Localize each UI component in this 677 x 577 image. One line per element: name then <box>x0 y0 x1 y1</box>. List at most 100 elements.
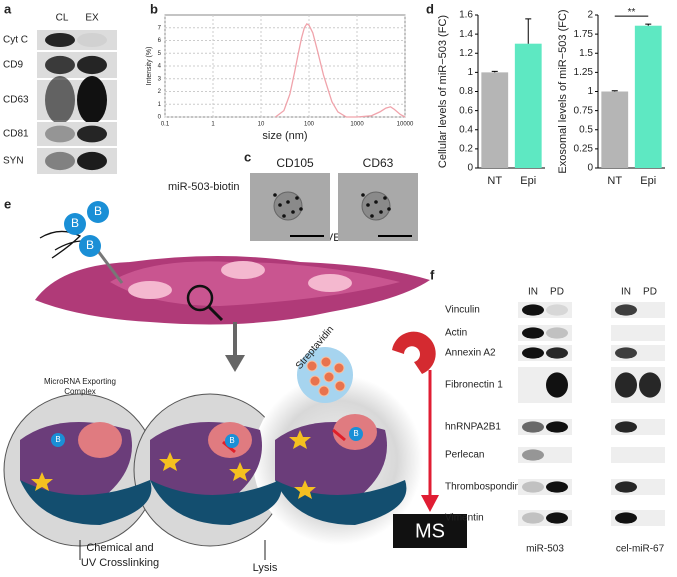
biotin <box>87 201 109 223</box>
x-tick-label: 10 <box>258 122 265 128</box>
panel-label: a <box>4 1 12 16</box>
biotin-label: B <box>353 429 358 438</box>
crosslinking-label: UV Crosslinking <box>81 557 159 569</box>
blot-band <box>615 512 637 524</box>
gold-particle <box>361 193 365 197</box>
blot-band <box>615 347 637 359</box>
error-bar <box>611 90 618 92</box>
y-tick-label: 7 <box>158 25 162 31</box>
blot-strip <box>611 447 665 463</box>
gold-particle <box>278 203 282 207</box>
magnet <box>392 331 436 374</box>
y-tick-label: 0 <box>158 115 162 121</box>
panel-label: f <box>430 267 435 282</box>
protein-label: Perlecan <box>445 450 484 461</box>
blot-row-label: CD9 <box>3 60 23 71</box>
blot-band <box>77 151 107 171</box>
complex-label: Complex <box>64 387 96 396</box>
blot-band <box>77 125 107 143</box>
y-tick-label: 1.5 <box>579 48 593 59</box>
x-axis-label: size (nm) <box>262 130 307 142</box>
magnifier <box>207 305 224 322</box>
blot-band <box>77 55 107 75</box>
y-tick-label: 5 <box>158 51 162 57</box>
y-axis-label: Cellular levels of miR−503 (FC) <box>437 15 449 168</box>
x-tick-label: Epi <box>520 175 536 187</box>
vesicle <box>361 191 391 221</box>
gold-particle <box>291 210 295 214</box>
error-bar <box>491 70 498 73</box>
crosslinking-label: Chemical and <box>86 542 153 554</box>
biotin-label: B <box>94 204 102 218</box>
blot-band <box>45 125 75 143</box>
gold-particle <box>295 196 299 200</box>
x-tick-label: 10000 <box>397 122 414 128</box>
biotin <box>349 427 363 441</box>
gold-particle <box>282 214 286 218</box>
bar <box>481 72 509 168</box>
blot-band <box>45 76 75 124</box>
y-tick-label: 1.6 <box>459 10 473 21</box>
cell <box>110 261 400 306</box>
sample-label: cel-miR-67 <box>616 544 665 555</box>
panel-label: d <box>426 1 434 16</box>
lane-label: PD <box>550 287 564 298</box>
y-tick-label: 1.75 <box>574 29 594 40</box>
biotin-label: B <box>229 436 234 445</box>
blot-band <box>522 421 544 433</box>
blot-band <box>639 372 661 398</box>
y-tick-label: 2 <box>158 89 162 95</box>
blot-band <box>546 372 568 398</box>
blot-band <box>45 55 75 75</box>
protein-label: Actin <box>445 328 467 339</box>
y-tick-label: 0.8 <box>459 86 473 97</box>
blot-band <box>546 347 568 359</box>
diagram-art <box>3 230 467 560</box>
magnifier <box>186 284 214 312</box>
arrow <box>93 246 124 284</box>
protein-label: Vinculin <box>445 305 480 316</box>
bar <box>601 91 629 168</box>
blot-row-label: CD81 <box>3 129 29 140</box>
blot-band <box>77 76 107 124</box>
error-bar <box>645 23 652 26</box>
y-axis-label: Intensity (%) <box>146 47 153 86</box>
y-tick-label: 4 <box>158 64 162 70</box>
y-tick-label: 1.2 <box>459 48 473 59</box>
y-tick-label: 3 <box>158 76 162 82</box>
panel-label: b <box>150 1 158 16</box>
lane-label: IN <box>528 287 538 298</box>
y-tick-label: 1 <box>587 86 593 97</box>
blot-row-label: Cyt C <box>3 35 28 46</box>
x-tick-label: Epi <box>640 175 656 187</box>
blot-strip <box>518 447 572 463</box>
probe-label: miR-503-biotin <box>168 181 240 193</box>
biotin <box>64 213 86 235</box>
arrow-head <box>421 495 439 512</box>
error-bar <box>525 18 532 44</box>
protein-label: Fibronectin 1 <box>445 380 503 391</box>
biotin <box>51 433 65 447</box>
vesicle <box>273 191 303 221</box>
gold-particle <box>379 210 383 214</box>
gold-particle <box>286 200 290 204</box>
blot-band <box>522 481 544 493</box>
biotin-label: B <box>71 216 79 230</box>
y-tick-label: 1.25 <box>574 67 594 78</box>
lane-label: EX <box>85 13 99 24</box>
nucleus <box>308 274 352 292</box>
blot-band <box>522 327 544 339</box>
gold-particle <box>273 193 277 197</box>
nucleus <box>128 281 172 299</box>
blot-band <box>615 372 637 398</box>
y-tick-label: 6 <box>158 38 162 44</box>
protein-label: hnRNPA2B1 <box>445 422 501 433</box>
lane-label: CL <box>56 13 69 24</box>
protein-label: Vimentin <box>445 513 484 524</box>
y-tick-label: 0.25 <box>574 144 594 155</box>
blot-band <box>45 33 75 47</box>
size-curve <box>275 23 406 118</box>
blot-band <box>546 327 568 339</box>
tem-label: CD105 <box>276 156 314 170</box>
